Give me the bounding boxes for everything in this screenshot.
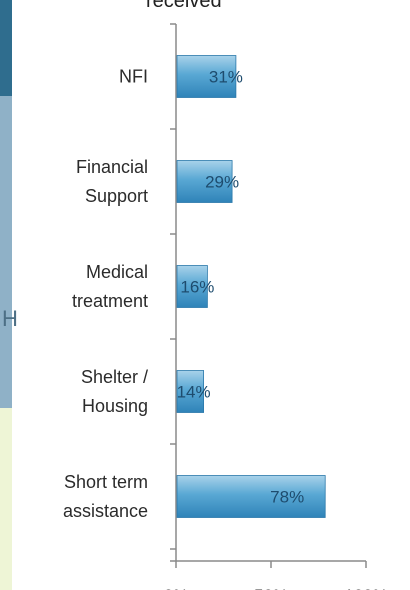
left-panel-bottom [0, 408, 12, 590]
x-tick-label: 100% [344, 586, 387, 590]
category-label: Financial [76, 157, 148, 177]
value-label: 14% [177, 383, 211, 402]
bar [176, 265, 208, 308]
bar [176, 475, 326, 518]
value-label: 31% [209, 68, 243, 87]
category-label: treatment [72, 291, 148, 311]
bar [176, 55, 237, 98]
value-label: 16% [180, 278, 214, 297]
bar [176, 160, 233, 203]
category-label: assistance [63, 501, 148, 521]
category-label: Shelter / [81, 367, 148, 387]
left-panel-middle [0, 96, 12, 408]
category-label: Medical [86, 262, 148, 282]
category-label: Housing [82, 396, 148, 416]
left-panel-top [0, 0, 12, 96]
x-tick-label: 0% [164, 586, 189, 590]
value-label: 29% [205, 173, 239, 192]
bar [176, 370, 205, 413]
x-tick-label: 50% [254, 586, 288, 590]
chart-title-fragment: received [146, 0, 222, 12]
left-panel-letter: H [2, 306, 18, 331]
value-label: 78% [270, 488, 304, 507]
category-label: Support [85, 186, 148, 206]
category-label: NFI [119, 67, 148, 87]
category-label: Short term [64, 472, 148, 492]
